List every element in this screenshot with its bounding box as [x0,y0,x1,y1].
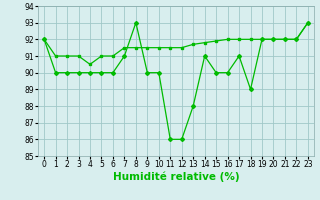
X-axis label: Humidité relative (%): Humidité relative (%) [113,172,239,182]
